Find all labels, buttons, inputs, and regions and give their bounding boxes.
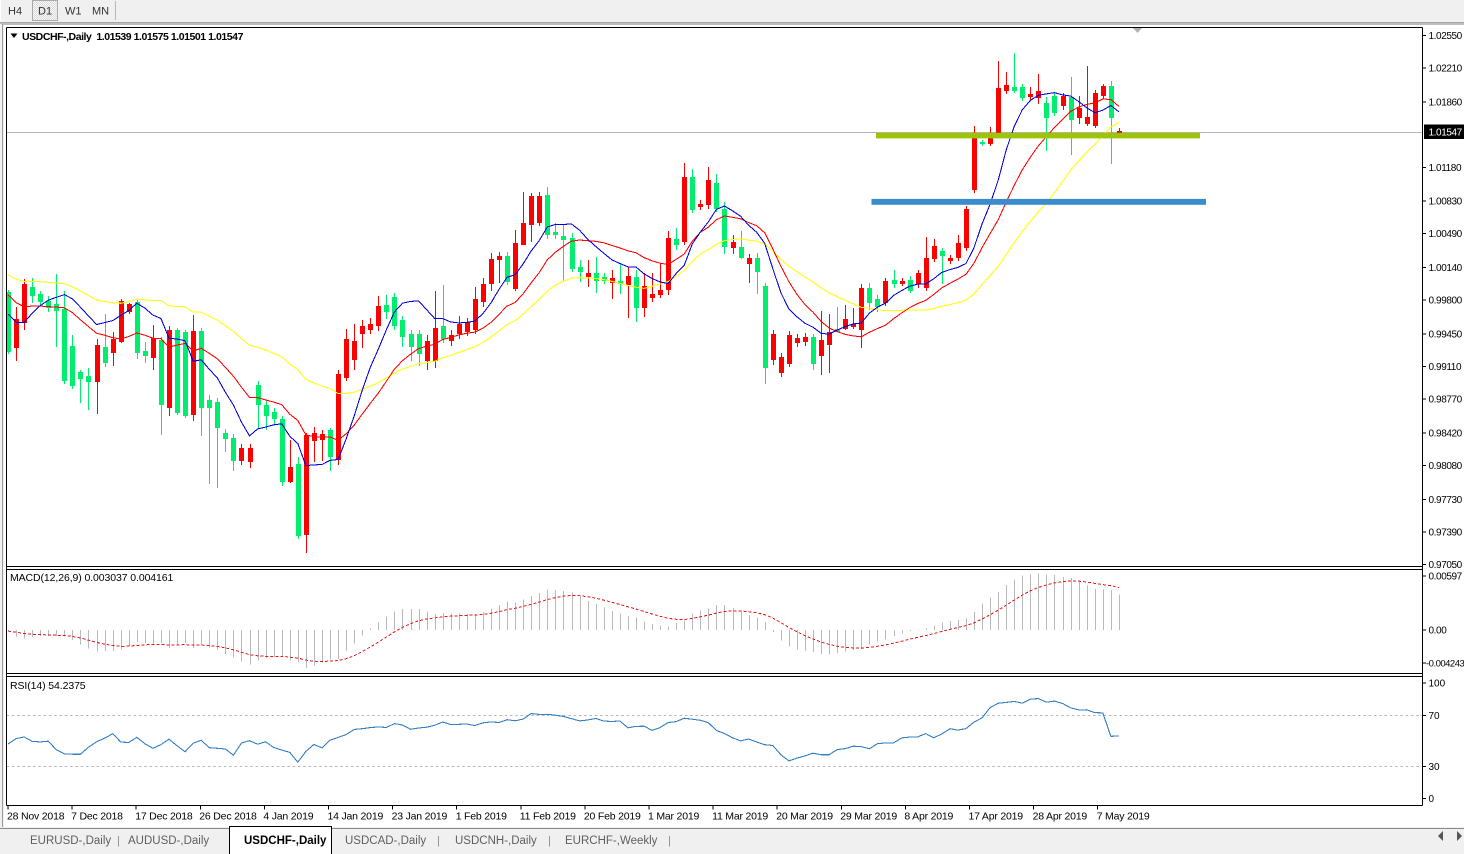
svg-text:RSI(14) 54.2375: RSI(14) 54.2375 (10, 680, 86, 692)
svg-text:1.00490: 1.00490 (1429, 229, 1463, 240)
svg-text:|: | (548, 835, 551, 847)
svg-text:17 Dec 2018: 17 Dec 2018 (135, 811, 193, 823)
svg-text:100: 100 (1429, 679, 1446, 690)
svg-text:11 Mar 2019: 11 Mar 2019 (712, 811, 768, 823)
svg-text:0.97730: 0.97730 (1429, 495, 1463, 506)
svg-text:0.98420: 0.98420 (1429, 428, 1463, 439)
svg-text:W1: W1 (65, 6, 82, 18)
svg-text:1 Feb 2019: 1 Feb 2019 (456, 811, 507, 823)
svg-text:H4: H4 (8, 6, 22, 18)
svg-text:USDCHF-,Daily: USDCHF-,Daily (244, 835, 327, 847)
svg-text:0.97390: 0.97390 (1429, 528, 1463, 539)
svg-text:26 Dec 2018: 26 Dec 2018 (199, 811, 257, 823)
svg-text:USDCAD-,Daily: USDCAD-,Daily (345, 835, 426, 847)
svg-text:EURUSD-,Daily: EURUSD-,Daily (30, 835, 111, 847)
svg-text:1.01547: 1.01547 (1429, 128, 1463, 139)
svg-text:14 Jan 2019: 14 Jan 2019 (328, 811, 384, 823)
svg-text:1.00830: 1.00830 (1429, 197, 1463, 208)
svg-text:17 Apr 2019: 17 Apr 2019 (969, 811, 1024, 823)
svg-text:11 Feb 2019: 11 Feb 2019 (520, 811, 576, 823)
svg-text:1 Mar 2019: 1 Mar 2019 (648, 811, 699, 823)
svg-text:70: 70 (1429, 711, 1441, 722)
svg-text:0.00: 0.00 (1429, 626, 1448, 637)
svg-text:0.97050: 0.97050 (1429, 560, 1463, 571)
svg-text:MN: MN (92, 6, 109, 18)
svg-text:USDCNH-,Daily: USDCNH-,Daily (455, 835, 537, 847)
svg-text:1.01180: 1.01180 (1429, 163, 1462, 174)
svg-text:28 Apr 2019: 28 Apr 2019 (1033, 811, 1088, 823)
svg-text:29 Mar 2019: 29 Mar 2019 (840, 811, 897, 823)
svg-text:D1: D1 (38, 6, 52, 18)
svg-text:USDCHF-,Daily 1.01539 1.01575: USDCHF-,Daily 1.01539 1.01575 1.01501 1.… (22, 31, 244, 43)
svg-text:1.01860: 1.01860 (1429, 97, 1463, 108)
svg-text:EURCHF-,Weekly: EURCHF-,Weekly (565, 835, 658, 847)
svg-text:0: 0 (1429, 794, 1435, 805)
svg-text:7 Dec 2018: 7 Dec 2018 (71, 811, 123, 823)
svg-text:28 Nov 2018: 28 Nov 2018 (7, 811, 65, 823)
svg-text:0.99800: 0.99800 (1429, 296, 1463, 307)
svg-text:4 Jan 2019: 4 Jan 2019 (263, 811, 313, 823)
svg-text:0.98080: 0.98080 (1429, 461, 1463, 472)
svg-text:MACD(12,26,9) 0.003037 0.00416: MACD(12,26,9) 0.003037 0.004161 (10, 572, 174, 584)
svg-text:20 Feb 2019: 20 Feb 2019 (584, 811, 641, 823)
svg-text:|: | (117, 835, 120, 847)
svg-text:0.98770: 0.98770 (1429, 395, 1463, 406)
svg-text:7 May 2019: 7 May 2019 (1097, 811, 1150, 823)
svg-text:20 Mar 2019: 20 Mar 2019 (776, 811, 833, 823)
svg-text:0.99110: 0.99110 (1429, 362, 1462, 373)
svg-text:-0.004243: -0.004243 (1426, 659, 1464, 670)
svg-text:1.00140: 1.00140 (1429, 263, 1463, 274)
svg-text:0.00597: 0.00597 (1429, 572, 1463, 583)
svg-text:23 Jan 2019: 23 Jan 2019 (392, 811, 448, 823)
svg-text:1.02550: 1.02550 (1429, 31, 1463, 42)
svg-text:30: 30 (1429, 762, 1441, 773)
svg-text:0.99450: 0.99450 (1429, 329, 1463, 340)
svg-text:8 Apr 2019: 8 Apr 2019 (904, 811, 953, 823)
svg-text:|: | (668, 835, 671, 847)
svg-text:|: | (437, 835, 440, 847)
svg-text:AUDUSD-,Daily: AUDUSD-,Daily (128, 835, 209, 847)
svg-text:1.02210: 1.02210 (1429, 64, 1463, 75)
